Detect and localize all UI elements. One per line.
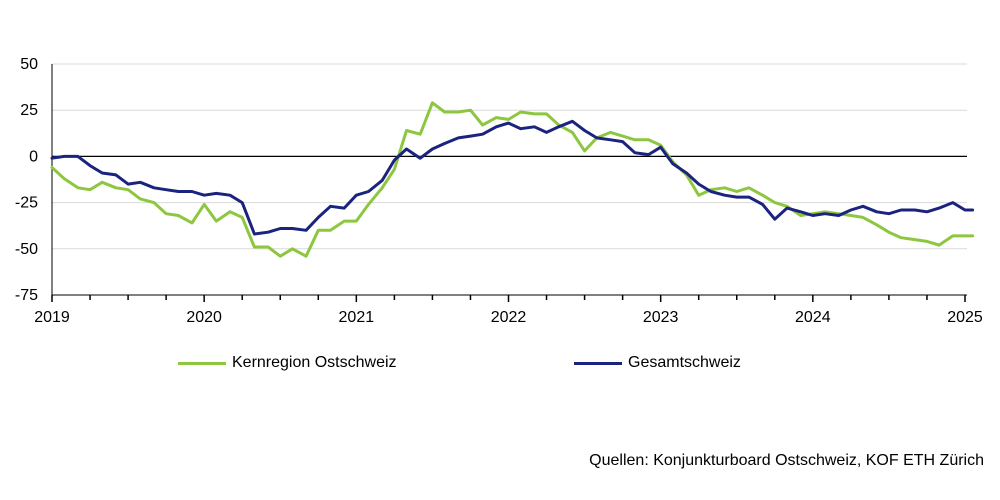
y-tick-label: -25 xyxy=(15,195,38,212)
legend-item-kernregion: Kernregion Ostschweiz xyxy=(178,354,397,372)
y-tick-label: 0 xyxy=(29,148,38,165)
series-line-kernregion xyxy=(50,101,975,258)
y-tick-label: 50 xyxy=(20,56,38,73)
x-tick-label: 2022 xyxy=(491,309,527,326)
y-tick-label: 25 xyxy=(20,102,38,119)
x-tick-label: 2021 xyxy=(339,309,375,326)
x-tick-label: 2020 xyxy=(186,309,222,326)
y-tick-label: -50 xyxy=(15,241,38,258)
x-tick-label: 2023 xyxy=(643,309,679,326)
legend-label-gesamtschweiz: Gesamtschweiz xyxy=(628,354,741,371)
gridlines xyxy=(52,63,967,250)
legend-label-kernregion: Kernregion Ostschweiz xyxy=(232,354,397,371)
legend-swatch-kernregion xyxy=(178,361,226,365)
legend-item-gesamtschweiz: Gesamtschweiz xyxy=(574,354,741,372)
y-tick-label: -75 xyxy=(15,287,38,304)
source-note: Quellen: Konjunkturboard Ostschweiz, KOF… xyxy=(589,452,984,469)
x-tick-label: 2019 xyxy=(34,309,70,326)
series-lines xyxy=(50,101,975,258)
legend-swatch-gesamtschweiz xyxy=(574,361,622,365)
x-tick-label: 2025 xyxy=(947,309,983,326)
series-line-gesamtschweiz xyxy=(50,119,975,236)
axes xyxy=(51,64,967,302)
x-tick-label: 2024 xyxy=(795,309,831,326)
tick-labels: 50 25 0 -25 -50 -75 2019 2020 2021 2022 2023 2024 20… xyxy=(15,56,983,326)
